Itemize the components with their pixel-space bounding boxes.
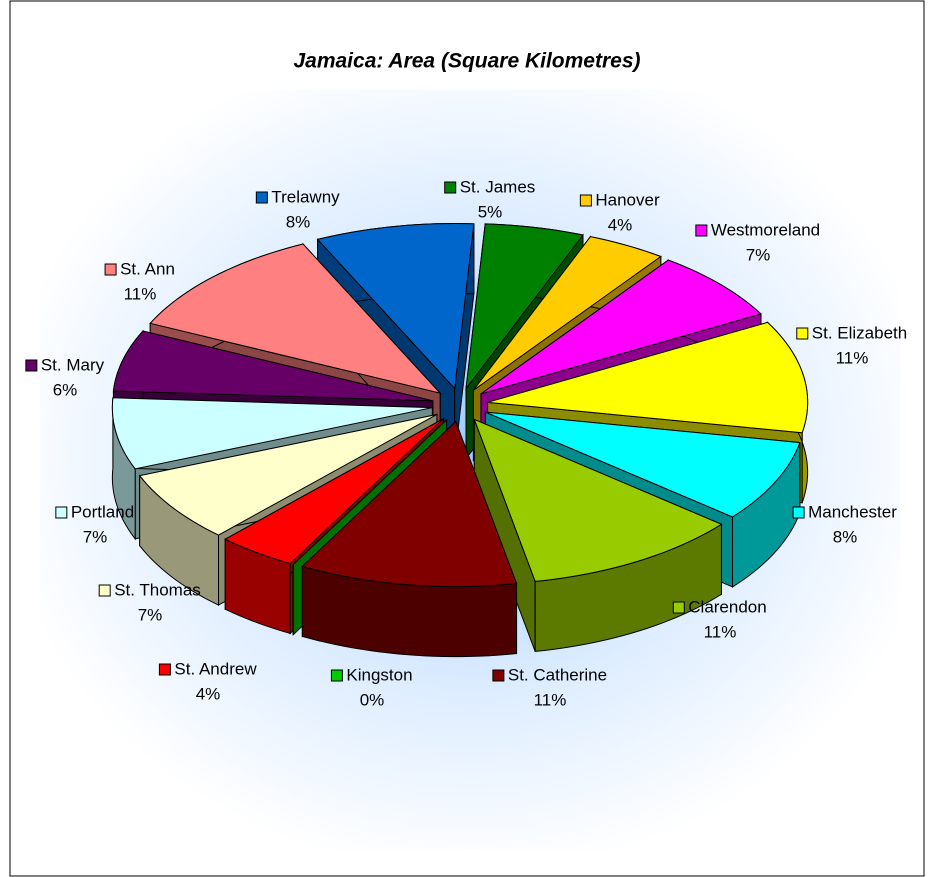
legend-swatch <box>98 584 111 597</box>
data-label: Portland 7% <box>55 502 134 546</box>
category-label: Kingston <box>346 665 412 684</box>
legend-swatch <box>672 601 685 614</box>
legend-swatch <box>158 663 171 676</box>
value-label: 11% <box>704 622 737 641</box>
data-label: St. James 5% <box>444 177 536 221</box>
value-label: 7% <box>138 605 163 624</box>
legend-swatch <box>104 263 117 276</box>
slice-top <box>316 223 475 390</box>
legend-swatch <box>330 669 343 682</box>
value-label: 8% <box>833 527 858 546</box>
value-label: 4% <box>196 684 221 703</box>
value-label: 8% <box>286 212 311 231</box>
slice-top <box>473 236 662 391</box>
category-label: Westmoreland <box>711 220 820 239</box>
category-label: St. Thomas <box>114 580 201 599</box>
data-label: Trelawny 8% <box>255 187 340 231</box>
legend-swatch <box>255 191 268 204</box>
category-label: Hanover <box>595 190 660 209</box>
category-label: St. Mary <box>41 355 105 374</box>
slice-top <box>301 420 518 588</box>
legend-swatch <box>579 194 592 207</box>
value-label: 11% <box>124 284 157 303</box>
slice-top <box>465 223 584 391</box>
value-label: 7% <box>83 527 108 546</box>
slice-top <box>485 411 801 518</box>
slice-top <box>149 243 442 395</box>
slice-top <box>473 418 723 582</box>
category-label: Clarendon <box>688 597 766 616</box>
value-label: 7% <box>746 245 771 264</box>
data-label: St. Andrew 4% <box>158 659 257 703</box>
slice-top <box>480 259 762 395</box>
data-label: St. Catherine 11% <box>492 665 607 709</box>
legend-swatch <box>25 359 38 372</box>
value-label: 0% <box>360 690 385 709</box>
value-label: 11% <box>534 690 567 709</box>
chart-title: Jamaica: Area (Square Kilometres) <box>293 50 640 73</box>
value-label: 5% <box>478 202 503 221</box>
category-label: Manchester <box>808 502 897 521</box>
data-label: Clarendon 11% <box>672 597 767 641</box>
value-label: 6% <box>53 380 78 399</box>
category-label: Portland <box>71 502 134 521</box>
data-label: Kingston 0% <box>330 665 413 709</box>
slice-top <box>224 418 444 564</box>
data-label: Hanover 4% <box>579 190 660 234</box>
data-label: St. Elizabeth 11% <box>796 323 907 367</box>
legend-swatch <box>444 181 457 194</box>
value-label: 4% <box>608 215 633 234</box>
legend-swatch <box>695 224 708 237</box>
legend-swatch <box>792 506 805 519</box>
legend-swatch <box>492 669 505 682</box>
category-label: St. Elizabeth <box>812 323 907 342</box>
category-label: St. James <box>460 177 536 196</box>
category-label: St. Ann <box>120 259 175 278</box>
legend-swatch <box>796 327 809 340</box>
slice <box>301 420 518 658</box>
data-label: St. Ann 11% <box>104 259 175 303</box>
slice-top <box>487 321 809 434</box>
legend-swatch <box>55 506 68 519</box>
category-label: Trelawny <box>271 187 340 206</box>
slice-top <box>111 397 433 470</box>
data-label: St. Mary 6% <box>25 355 105 399</box>
data-label: St. Thomas 7% <box>98 580 201 624</box>
slice-top <box>138 413 438 536</box>
data-label: Manchester 8% <box>792 502 897 546</box>
slice-top <box>112 330 433 402</box>
category-label: St. Catherine <box>508 665 607 684</box>
category-label: St. Andrew <box>174 659 257 678</box>
slice <box>473 418 723 652</box>
data-label: Westmoreland 7% <box>695 220 820 264</box>
value-label: 11% <box>836 348 869 367</box>
